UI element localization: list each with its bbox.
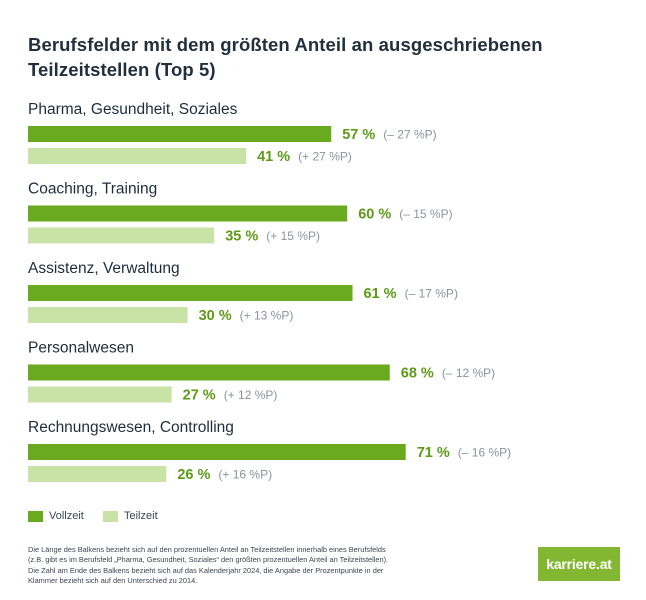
- bar-vollzeit-rechnungswesen-controlling: [28, 444, 406, 460]
- value-label-vollzeit-assistenz-verwaltung: 61 %: [364, 286, 397, 302]
- legend-swatch-teilzeit: [103, 511, 118, 522]
- karriere-logo: karriere.at: [538, 547, 620, 581]
- value-label-vollzeit-rechnungswesen-controlling: 71 %: [417, 445, 450, 461]
- footnote-line-1: Die Länge des Balkens bezieht sich auf d…: [28, 545, 386, 554]
- value-label-teilzeit-assistenz-verwaltung: 30 %: [199, 308, 232, 324]
- footnote-line-2: (z.B. gibt es im Berufsfeld „Pharma, Ges…: [28, 555, 389, 565]
- change-label-teilzeit-assistenz-verwaltung: (+ 13 %P): [240, 309, 294, 323]
- bar-chart: Pharma, Gesundheit, Soziales 57 % (– 27 %P…: [28, 101, 511, 483]
- bar-vollzeit-assistenz-verwaltung: [28, 285, 353, 301]
- legend-label-vollzeit: Vollzeit: [49, 510, 84, 522]
- bar-vollzeit-pharma-gesundheit-soziales: [28, 126, 332, 142]
- value-label-vollzeit-personalwesen: 68 %: [401, 366, 434, 382]
- footnote: Die Länge des Balkens bezieht sich auf d…: [28, 545, 488, 587]
- bar-teilzeit-personalwesen: [28, 386, 172, 403]
- bar-teilzeit-assistenz-verwaltung: [28, 307, 188, 323]
- category-label-rechnungswesen-controlling: Rechnungswesen, Controlling: [28, 419, 234, 436]
- change-label-vollzeit-rechnungswesen-controlling: (– 16 %P): [458, 446, 511, 460]
- change-label-vollzeit-coaching-training: (– 15 %P): [399, 207, 452, 221]
- category-label-assistenz-verwaltung: Assistenz, Verwaltung: [28, 260, 180, 277]
- bar-vollzeit-coaching-training: [28, 205, 348, 222]
- value-label-teilzeit-coaching-training: 35 %: [225, 229, 258, 245]
- legend-label-teilzeit: Teilzeit: [124, 510, 158, 522]
- change-label-teilzeit-coaching-training: (+ 15 %P): [266, 229, 320, 243]
- change-label-teilzeit-pharma-gesundheit-soziales: (+ 27 %P): [298, 150, 352, 164]
- footnote-line-3: Die Zahl am Ende des Balkens bezieht sic…: [28, 565, 384, 575]
- bar-vollzeit-personalwesen: [28, 364, 390, 381]
- change-label-vollzeit-pharma-gesundheit-soziales: (– 27 %P): [383, 128, 436, 142]
- legend-swatch-vollzeit: [28, 511, 43, 522]
- value-label-teilzeit-pharma-gesundheit-soziales: 41 %: [257, 149, 290, 165]
- chart-title-line-1: Berufsfelder mit dem größten Anteil an a…: [28, 34, 543, 55]
- change-label-vollzeit-assistenz-verwaltung: (– 17 %P): [405, 287, 458, 301]
- category-label-pharma-gesundheit-soziales: Pharma, Gesundheit, Soziales: [28, 101, 238, 118]
- category-label-personalwesen: Personalwesen: [28, 340, 134, 357]
- value-label-vollzeit-coaching-training: 60 %: [358, 207, 391, 223]
- chart-title: Berufsfelder mit dem größten Anteil an a…: [28, 32, 618, 82]
- value-label-teilzeit-rechnungswesen-controlling: 26 %: [177, 467, 210, 483]
- change-label-vollzeit-personalwesen: (– 12 %P): [442, 366, 495, 380]
- change-label-teilzeit-personalwesen: (+ 12 %P): [224, 388, 278, 402]
- chart-title-line-2: Teilzeitstellen (Top 5): [28, 59, 216, 80]
- change-label-teilzeit-rechnungswesen-controlling: (+ 16 %P): [218, 468, 272, 482]
- bar-teilzeit-rechnungswesen-controlling: [28, 466, 167, 482]
- value-label-teilzeit-personalwesen: 27 %: [183, 388, 216, 404]
- category-label-coaching-training: Coaching, Training: [28, 181, 157, 198]
- footnote-line-4: Klammer bezieht sich auf den Unterschied…: [28, 576, 198, 586]
- value-label-vollzeit-pharma-gesundheit-soziales: 57 %: [342, 127, 375, 143]
- bar-teilzeit-coaching-training: [28, 227, 215, 244]
- bar-teilzeit-pharma-gesundheit-soziales: [28, 148, 247, 164]
